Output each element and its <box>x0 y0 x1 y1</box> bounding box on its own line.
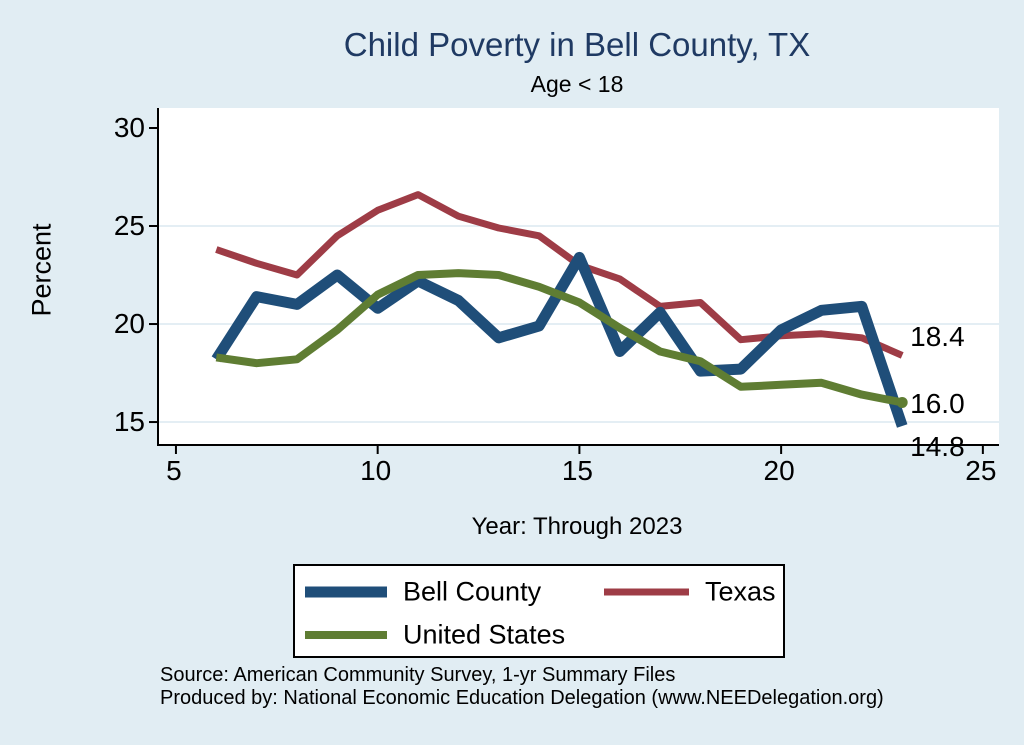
series-line-texas <box>215 191 904 359</box>
series-line-united-states <box>215 269 903 407</box>
chart-subtitle: Age < 18 <box>530 71 624 97</box>
series-end-label-texas: 18.4 <box>910 321 965 353</box>
legend-swatch-texas <box>604 588 689 595</box>
legend-row: United States <box>295 612 783 657</box>
x-tick-label: 15 <box>561 455 593 486</box>
x-axis-label: Year: Through 2023 <box>471 513 683 540</box>
y-tick-label: 25 <box>113 210 145 241</box>
y-tick-label: 30 <box>113 111 145 143</box>
series-end-label-united-states: 16.0 <box>910 388 965 420</box>
legend-label-texas: Texas <box>705 576 776 606</box>
y-tick-label: 15 <box>113 406 145 438</box>
x-tick-label: 20 <box>763 455 795 486</box>
series-end-label-bell-county: 14.8 <box>910 430 965 462</box>
legend-swatch-united-states <box>305 630 387 639</box>
legend: Bell County Texas United States <box>293 564 785 658</box>
source-note: Source: American Community Survey, 1-yr … <box>160 664 884 710</box>
legend-row: Bell County Texas <box>295 569 783 614</box>
x-tick-label: 25 <box>965 455 997 486</box>
series-end-marker <box>896 396 908 408</box>
produced-by-line: Produced by: National Economic Education… <box>160 687 884 709</box>
source-line: Source: American Community Survey, 1-yr … <box>160 664 676 686</box>
y-tick-label: 20 <box>113 308 145 340</box>
x-tick-label: 10 <box>360 455 392 486</box>
legend-label-bell-county: Bell County <box>403 576 542 606</box>
plot-svg <box>149 126 999 454</box>
chart-title: Child Poverty in Bell County, TX <box>343 26 811 63</box>
legend-swatch-bell-county <box>305 586 387 597</box>
plot-area <box>149 108 999 454</box>
legend-label-united-states: United States <box>403 619 566 649</box>
x-tick-label: 5 <box>166 455 182 486</box>
